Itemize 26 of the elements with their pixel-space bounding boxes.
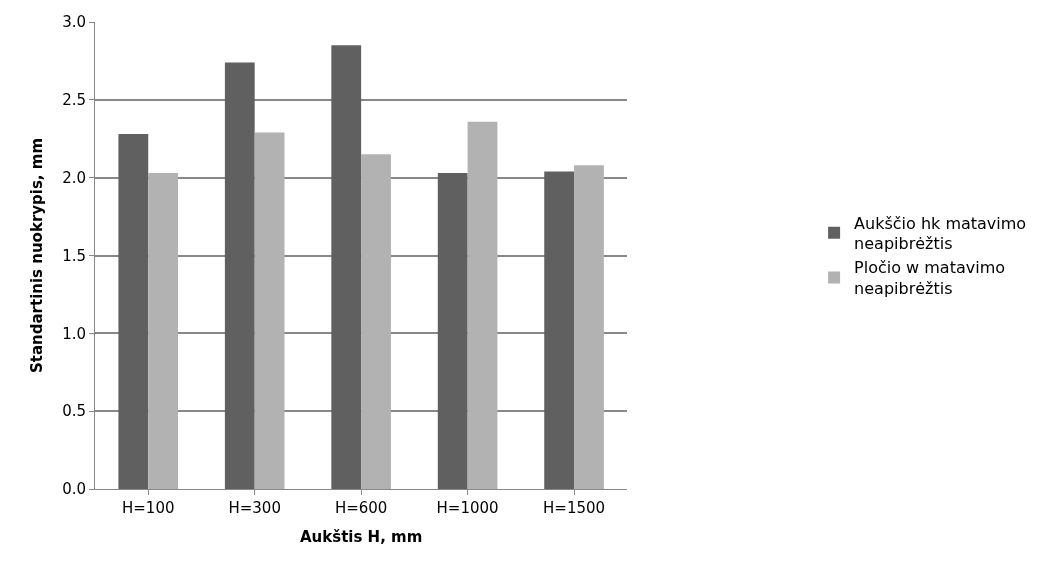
y-tick-label: 2.5	[62, 91, 86, 110]
bar	[467, 121, 498, 489]
bar	[331, 45, 362, 489]
legend-label: Pločio w matavimo neapibrėžtis	[854, 258, 1006, 299]
x-tick-label: H=1000	[436, 499, 499, 517]
bar	[437, 173, 468, 489]
bar	[224, 62, 255, 489]
y-tick-label: 2.0	[62, 168, 86, 187]
y-axis-title: Standartinis nuokrypis, mm	[28, 137, 47, 374]
legend-label: Aukščio hk matavimo neapibrėžtis	[854, 213, 1027, 254]
x-tick-label: H=1500	[543, 499, 606, 517]
y-tick-label: 3.0	[62, 13, 86, 32]
x-tick-label: H=100	[121, 499, 175, 517]
bar	[148, 173, 179, 489]
bar	[361, 154, 391, 489]
bar	[544, 171, 575, 489]
bar	[574, 165, 604, 489]
x-axis-title: Aukštis H, mm	[299, 528, 423, 546]
y-tick-label: 0.0	[62, 480, 86, 499]
y-tick-label: 1.5	[62, 246, 86, 265]
x-tick-label: H=300	[228, 499, 281, 517]
y-tick-label: 0.5	[62, 402, 86, 421]
x-tick-label: H=600	[334, 499, 388, 517]
bar	[118, 134, 149, 489]
y-tick-label: 1.0	[62, 324, 86, 343]
bar	[254, 132, 285, 489]
